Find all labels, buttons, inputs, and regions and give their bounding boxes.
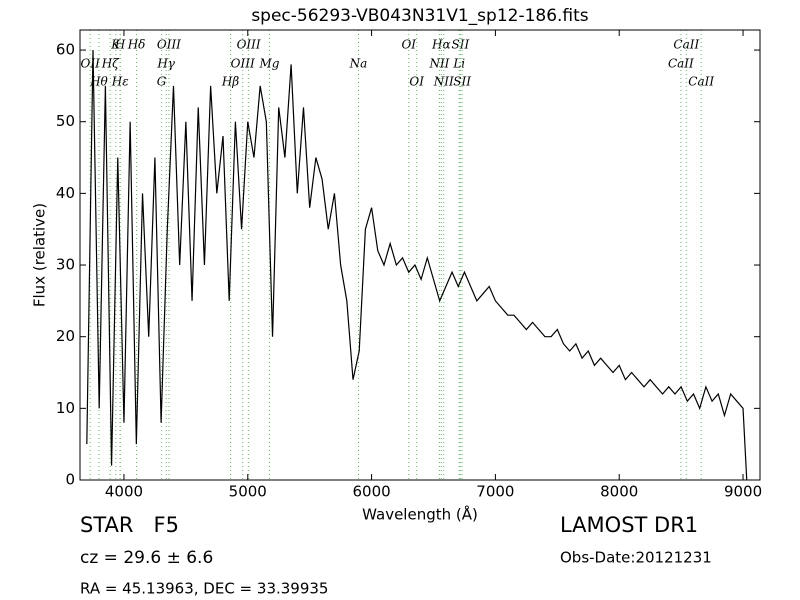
spectral-line-label: H (114, 38, 126, 52)
spectral-line-label: Li (452, 57, 465, 71)
spectral-line-label: NII (433, 75, 454, 89)
x-tick-label: 9000 (724, 483, 762, 501)
spectral-line-label: G (157, 75, 167, 89)
spectral-line-label: Hγ (156, 57, 175, 71)
redshift: cz = 29.6 ± 6.6 (80, 548, 213, 568)
spectral-line-label: Hα (431, 38, 451, 52)
spectral-line-label: K (110, 38, 121, 52)
object-class: STAR F5 (80, 513, 179, 537)
plot-frame (79, 29, 761, 481)
spectral-line-label: NII (428, 57, 449, 71)
y-tick-label: 40 (56, 184, 75, 202)
x-axis-label: Wavelength (Å) (362, 505, 478, 524)
x-tick-label: 6000 (352, 483, 390, 501)
y-tick-label: 30 (56, 256, 75, 274)
coordinates: RA = 45.13963, DEC = 33.39935 (80, 580, 328, 598)
spectral-line-label: SII (453, 75, 471, 89)
spectral-line-label: OI (409, 75, 424, 89)
obs-date: Obs-Date:20121231 (560, 549, 712, 567)
y-tick-label: 0 (65, 471, 75, 489)
survey: LAMOST DR1 (560, 513, 698, 537)
spectral-line-label: Hβ (221, 75, 239, 89)
y-tick-label: 50 (56, 112, 75, 130)
x-tick-label: 5000 (229, 483, 267, 501)
spectral-line-label: Hζ (101, 57, 120, 71)
spectral-line-label: Hδ (127, 38, 146, 52)
spectral-line-label: OIII (231, 57, 255, 71)
spectral-line-label: OIII (157, 38, 181, 52)
spectral-line-label: Mg (258, 57, 279, 71)
x-tick-label: 8000 (600, 483, 638, 501)
spectral-line-label: Na (349, 57, 368, 71)
spectral-line-label: OII (80, 57, 100, 71)
y-axis-label: Flux (relative) (31, 203, 49, 307)
spectral-line-label: OI (401, 38, 416, 52)
spectral-line-label: CaII (673, 38, 699, 52)
spectral-line-label: CaII (668, 57, 694, 71)
spectral-line-label: OIII (237, 38, 261, 52)
spectral-line-label: SII (452, 38, 470, 52)
spectral-line-label: Hε (111, 75, 129, 89)
y-tick-label: 10 (56, 399, 75, 417)
chart-title: spec-56293-VB043N31V1_sp12-186.fits (251, 6, 588, 26)
x-tick-label: 7000 (476, 483, 514, 501)
y-tick-label: 60 (56, 41, 75, 59)
y-tick-label: 20 (56, 327, 75, 345)
x-tick-label: 4000 (105, 483, 143, 501)
spectral-line-label: CaII (688, 75, 714, 89)
spectrum-line (86, 50, 748, 481)
